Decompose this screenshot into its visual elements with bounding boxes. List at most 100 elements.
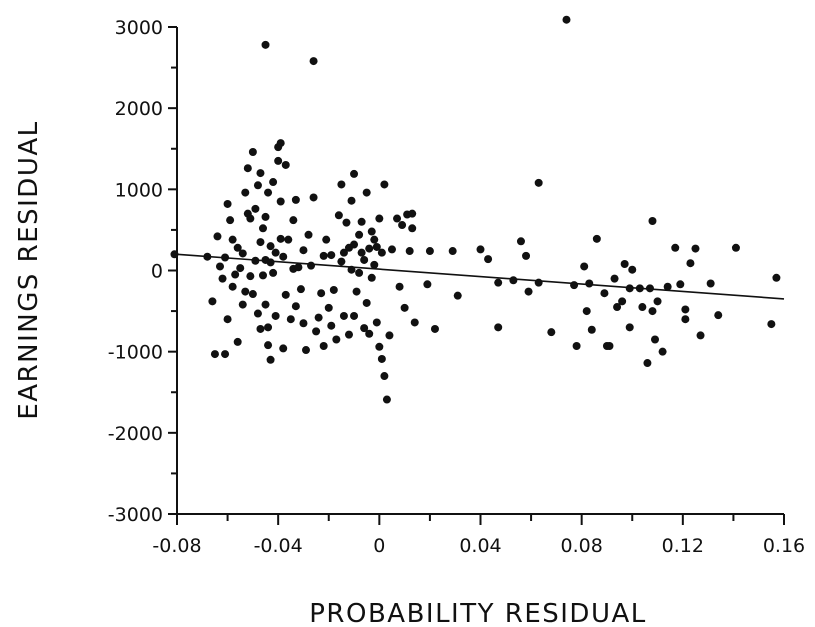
- data-point: [658, 347, 667, 356]
- data-point: [547, 328, 556, 337]
- data-point: [296, 285, 305, 294]
- data-point: [261, 300, 270, 309]
- data-point: [347, 196, 356, 205]
- x-tick-label: -0.08: [152, 535, 201, 557]
- x-tick-label: 0.12: [662, 535, 704, 557]
- data-point: [312, 327, 321, 336]
- data-point: [248, 290, 257, 299]
- data-point: [329, 285, 338, 294]
- data-point: [572, 341, 581, 350]
- data-point: [233, 243, 242, 252]
- data-point: [580, 262, 589, 271]
- data-point: [350, 311, 359, 320]
- data-point: [494, 278, 503, 287]
- data-point: [279, 344, 288, 353]
- data-point: [309, 193, 318, 202]
- data-point: [218, 274, 227, 283]
- data-point: [299, 319, 308, 328]
- data-point: [772, 273, 781, 282]
- data-point: [238, 249, 247, 258]
- data-point: [360, 255, 369, 264]
- data-point: [562, 15, 571, 24]
- data-point: [585, 279, 594, 288]
- data-point: [600, 289, 609, 298]
- x-tick-label: -0.04: [254, 535, 303, 557]
- data-point: [256, 238, 265, 247]
- data-point: [676, 280, 685, 289]
- data-point: [628, 265, 637, 274]
- data-point: [592, 234, 601, 243]
- data-point: [274, 156, 283, 165]
- data-point: [241, 188, 250, 197]
- data-point: [241, 287, 250, 296]
- data-point: [314, 313, 323, 322]
- data-point: [408, 209, 417, 218]
- data-point: [385, 331, 394, 340]
- data-point: [365, 329, 374, 338]
- data-point: [731, 243, 740, 252]
- data-point: [425, 247, 434, 256]
- data-point: [387, 245, 396, 254]
- y-tick-label: 3000: [115, 17, 163, 39]
- data-point: [170, 250, 179, 259]
- data-point: [352, 287, 361, 296]
- data-point: [400, 303, 409, 312]
- data-point: [339, 311, 348, 320]
- data-point: [271, 248, 280, 257]
- data-point: [516, 237, 525, 246]
- data-point: [643, 359, 652, 368]
- data-point: [582, 307, 591, 316]
- data-point: [213, 232, 222, 241]
- data-point: [423, 280, 432, 289]
- data-point: [279, 252, 288, 261]
- data-point: [362, 188, 371, 197]
- data-point: [691, 244, 700, 253]
- data-point: [380, 372, 389, 381]
- data-point: [696, 331, 705, 340]
- data-point: [342, 218, 351, 227]
- data-point: [307, 261, 316, 270]
- data-point: [248, 147, 257, 156]
- data-point: [246, 272, 255, 281]
- data-point: [284, 235, 293, 244]
- data-point: [327, 251, 336, 260]
- data-point: [228, 235, 237, 244]
- data-point: [375, 342, 384, 351]
- data-point: [355, 230, 364, 239]
- data-point: [269, 178, 278, 187]
- data-point: [350, 240, 359, 249]
- data-point: [613, 303, 622, 312]
- data-point: [334, 211, 343, 220]
- data-point: [706, 279, 715, 288]
- data-point: [430, 324, 439, 333]
- data-point: [276, 197, 285, 206]
- x-tick-label: 0.04: [459, 535, 501, 557]
- data-point: [243, 164, 252, 173]
- data-point: [357, 217, 366, 226]
- data-point: [410, 318, 419, 327]
- data-point: [534, 178, 543, 187]
- data-point: [681, 315, 690, 324]
- data-point: [258, 224, 267, 233]
- data-point: [208, 297, 217, 306]
- data-point: [663, 282, 672, 291]
- data-point: [453, 291, 462, 300]
- data-point: [360, 324, 369, 333]
- data-point: [339, 248, 348, 257]
- data-point: [286, 315, 295, 324]
- data-point: [221, 350, 230, 359]
- data-point: [324, 303, 333, 312]
- data-point: [372, 318, 381, 327]
- data-points: [170, 15, 781, 404]
- data-point: [301, 346, 310, 355]
- data-point: [289, 216, 298, 225]
- fit-line: [176, 253, 785, 300]
- data-point: [317, 289, 326, 298]
- data-point: [355, 268, 364, 277]
- data-point: [236, 264, 245, 273]
- data-point: [215, 262, 224, 271]
- data-point: [291, 195, 300, 204]
- data-point: [365, 244, 374, 253]
- data-point: [264, 341, 273, 350]
